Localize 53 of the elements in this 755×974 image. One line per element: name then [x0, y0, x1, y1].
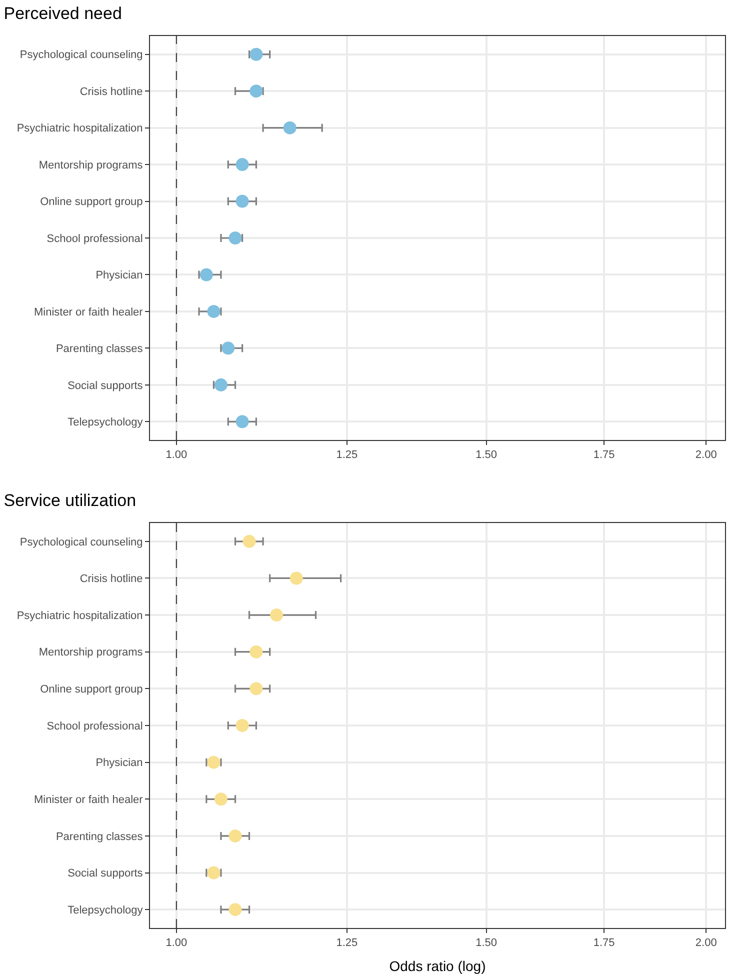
x-tick-label: 2.00: [695, 449, 717, 462]
point: [228, 829, 242, 842]
point: [236, 415, 249, 428]
point: [250, 682, 263, 696]
x-tick-label: 1.75: [593, 937, 615, 950]
y-tick-label: Telepsychology: [68, 416, 144, 428]
x-tick-label: 1.75: [593, 449, 615, 462]
point: [250, 645, 263, 658]
x-tick-label: 1.50: [476, 937, 497, 950]
x-axis-title: Odds ratio (log): [389, 958, 486, 974]
point: [214, 378, 228, 392]
y-tick-label: Mentorship programs: [38, 159, 144, 172]
point: [207, 304, 220, 318]
y-tick-label: Psychological counseling: [20, 536, 143, 548]
y-tick-label: Telepsychology: [68, 904, 144, 916]
y-tick-label: Online support group: [40, 684, 143, 696]
point: [236, 194, 249, 208]
point: [250, 84, 263, 98]
y-tick-label: Psychological counseling: [20, 49, 143, 62]
x-tick-label: 1.00: [166, 449, 188, 462]
point: [228, 903, 242, 916]
point: [200, 268, 213, 282]
point: [250, 48, 263, 61]
x-tick-label: 1.50: [476, 449, 497, 462]
y-tick-label: Online support group: [40, 196, 143, 208]
y-tick-label: Social supports: [68, 380, 144, 392]
x-tick-label: 1.25: [336, 449, 358, 462]
point: [236, 719, 249, 732]
chart-title: Service utilization: [4, 491, 136, 510]
point: [236, 158, 249, 172]
y-tick-label: Psychiatric hospitalization: [16, 122, 143, 135]
point: [270, 608, 284, 622]
y-tick-label: Physician: [96, 270, 143, 282]
x-tick-label: 2.00: [695, 937, 717, 950]
x-tick-label: 1.25: [336, 937, 358, 950]
y-tick-label: Physician: [96, 757, 143, 770]
point: [222, 342, 235, 355]
chart-title: Perceived need: [4, 4, 122, 24]
x-tick-label: 1.00: [166, 937, 188, 950]
y-tick-label: Minister or faith healer: [34, 306, 144, 318]
y-tick-label: Crisis hotline: [80, 573, 143, 586]
y-tick-label: Social supports: [68, 868, 144, 880]
y-tick-label: Minister or faith healer: [34, 794, 144, 806]
point: [242, 534, 256, 548]
y-tick-label: School professional: [46, 232, 143, 245]
y-tick-label: School professional: [46, 720, 143, 732]
y-tick-label: Psychiatric hospitalization: [16, 610, 143, 622]
point: [214, 792, 228, 806]
point: [228, 232, 242, 244]
y-tick-label: Parenting classes: [56, 830, 144, 843]
y-tick-label: Crisis hotline: [80, 86, 143, 98]
y-tick-label: Parenting classes: [56, 343, 144, 356]
y-tick-label: Mentorship programs: [38, 646, 144, 659]
